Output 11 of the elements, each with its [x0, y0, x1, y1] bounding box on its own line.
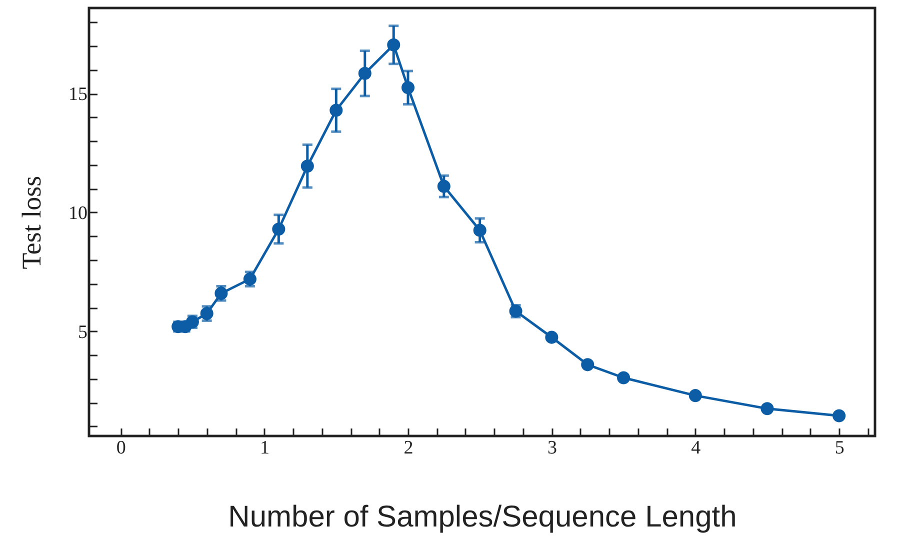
x-tick-label: 1 — [260, 438, 270, 458]
y-tick-label: 5 — [78, 322, 88, 343]
x-tick-label: 4 — [691, 438, 702, 458]
x-tick-label: 5 — [834, 438, 844, 458]
x-tick-label: 0 — [116, 438, 126, 458]
y-tick-label: 15 — [68, 84, 88, 106]
x-axis-title: Number of Samples/Sequence Length — [228, 500, 737, 534]
y-tick-label: 10 — [68, 202, 88, 224]
y-axis-title: Test loss — [16, 176, 46, 270]
x-tick-label: 3 — [547, 438, 557, 458]
x-tick-label: 2 — [404, 438, 414, 458]
